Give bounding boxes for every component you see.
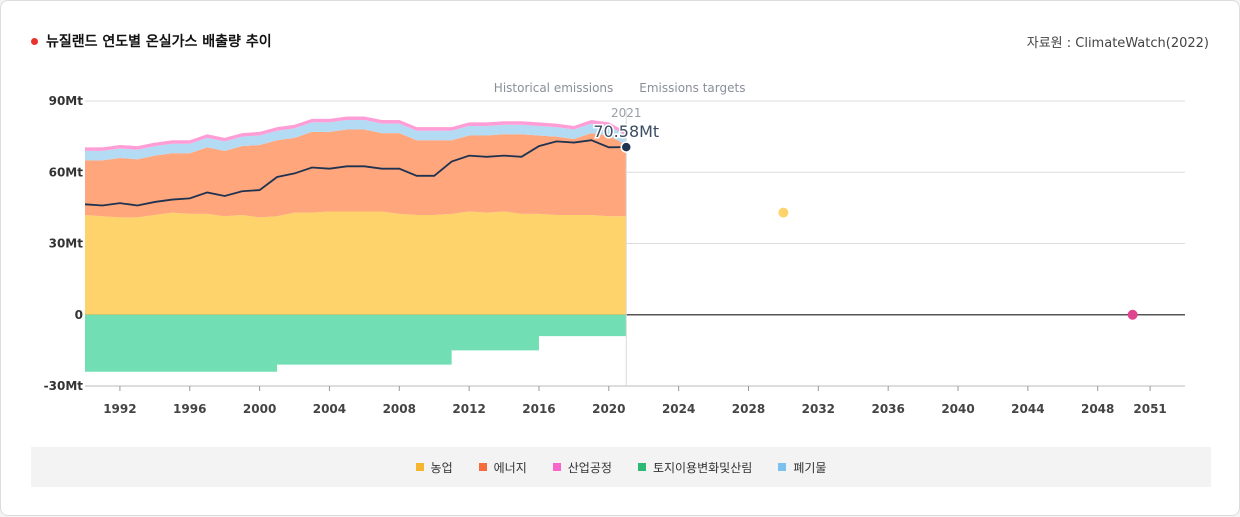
y-tick-label: 90Mt (49, 94, 84, 108)
area-폐기물 (85, 120, 627, 161)
x-tick-label: 2004 (313, 402, 346, 416)
x-tick-label: 2040 (941, 402, 974, 416)
area-산업공정 (85, 116, 627, 151)
legend-item[interactable]: 에너지 (478, 459, 527, 476)
x-tick-label: 2032 (802, 402, 835, 416)
legend-label: 산업공정 (567, 460, 612, 475)
x-tick-label: 2051 (1133, 402, 1166, 416)
chart-title: 뉴질랜드 연도별 온실가스 배출량 추이 (31, 31, 272, 51)
x-tick-label: 2008 (383, 402, 416, 416)
legend-item[interactable]: 산업공정 (552, 459, 612, 476)
x-tick-label: 2016 (522, 402, 555, 416)
y-tick-label: -30Mt (44, 379, 84, 393)
x-tick-label: 2020 (592, 402, 625, 416)
target-point-2050 (1127, 309, 1138, 320)
y-tick-label: 30Mt (49, 237, 84, 251)
x-tick-label: 2044 (1011, 402, 1044, 416)
legend-swatch-icon (778, 463, 787, 471)
data-source: 자료원 : ClimateWatch(2022) (1026, 36, 1209, 51)
targets-label: Emissions targets (639, 81, 745, 95)
area-토지이용변화및산림 (85, 314, 627, 372)
x-tick-label: 1996 (173, 402, 206, 416)
y-tick-label: 0 (75, 308, 83, 322)
legend-swatch-icon (478, 463, 487, 471)
x-tick-label: 2012 (452, 402, 485, 416)
legend-label: 폐기물 (793, 460, 827, 475)
historical-label: Historical emissions (494, 81, 613, 95)
legend-swatch-icon (552, 463, 561, 471)
legend-item[interactable]: 폐기물 (778, 459, 826, 476)
legend-swatch-icon (637, 463, 646, 471)
y-tick-label: 60Mt (49, 165, 84, 179)
x-tick-label: 2024 (662, 402, 695, 416)
title-bullet-icon (31, 37, 38, 45)
legend-label: 토지이용변화및산림 (652, 460, 753, 475)
chart-title-text: 뉴질랜드 연도별 온실가스 배출량 추이 (46, 34, 272, 50)
x-tick-label: 1992 (103, 402, 136, 416)
net-emissions-line (84, 139, 627, 207)
legend: 농업 에너지 산업공정 토지이용변화및산림 폐기물 (31, 447, 1211, 487)
legend-label: 농업 (430, 460, 453, 475)
annotation-point (620, 141, 633, 153)
x-tick-label: 2048 (1081, 402, 1114, 416)
x-tick-label: 2028 (732, 402, 765, 416)
legend-item[interactable]: 토지이용변화및산림 (637, 459, 753, 476)
annotation-year: 2021 (611, 106, 642, 120)
annotation-value: 70.58Mt (593, 122, 659, 141)
area-농업 (85, 211, 627, 315)
legend-label: 에너지 (493, 460, 527, 475)
x-tick-label: 2036 (871, 402, 904, 416)
x-tick-label: 2000 (243, 402, 276, 416)
target-point-2030 (778, 207, 789, 218)
legend-item[interactable]: 농업 (415, 459, 453, 476)
legend-swatch-icon (415, 463, 424, 471)
